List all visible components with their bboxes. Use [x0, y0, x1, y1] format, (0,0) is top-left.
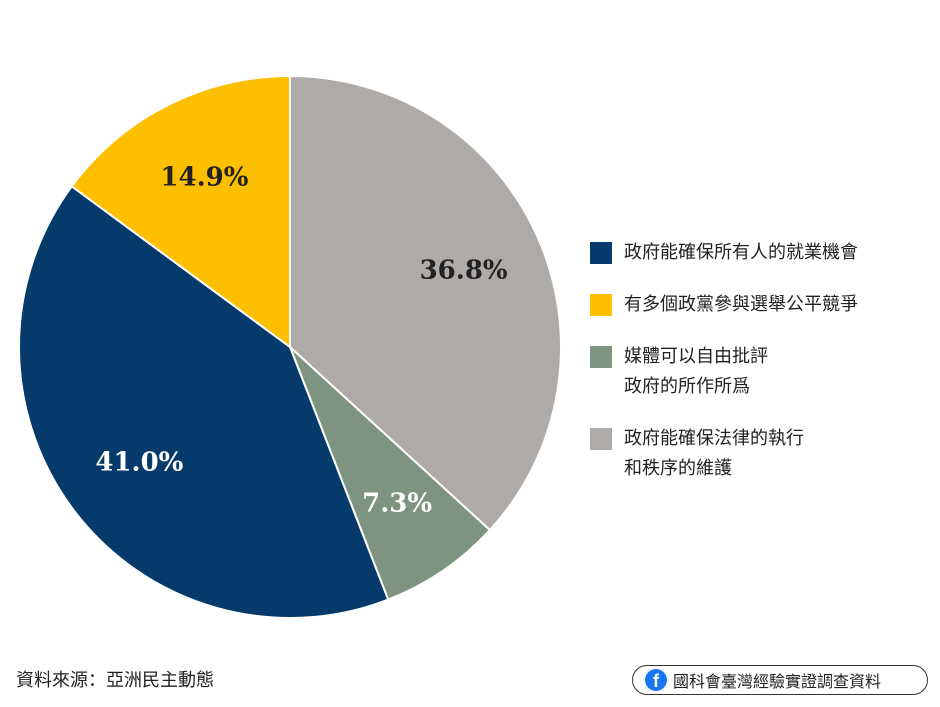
legend-swatch: [590, 346, 612, 368]
legend-item: 政府能確保法律的執行 和秩序的維護: [590, 424, 920, 484]
data-source-badge[interactable]: f 國科會臺灣經驗實證調查資料: [632, 665, 928, 695]
source-note: 資料來源：亞洲民主動態: [16, 670, 214, 691]
legend-item: 有多個政黨參與選舉公平競爭: [590, 290, 920, 320]
legend-label: 政府能確保所有人的就業機會: [624, 242, 858, 263]
pie-slice-2: [18, 184, 390, 619]
legend: 政府能確保所有人的就業機會 有多個政黨參與選舉公平競爭媒體可以自由批評 政府的所作…: [590, 238, 920, 506]
legend-label: 政府能確保法律的執行 和秩序的維護: [624, 428, 804, 479]
pie-slice-3: [70, 74, 291, 349]
legend-label: 媒體可以自由批評 政府的所作所爲: [624, 346, 768, 397]
pie-slice-label-2: 41.0%: [95, 447, 183, 477]
pie-slice-label-3: 14.9%: [160, 163, 248, 193]
legend-item: 政府能確保所有人的就業機會: [590, 238, 920, 268]
pie-labels: 36.8% 7.3% 41.0% 14.9%: [95, 163, 508, 519]
legend-swatch: [590, 294, 612, 316]
pie-slice-1: [289, 346, 492, 601]
legend-swatch: [590, 242, 612, 264]
pie-slices: [18, 74, 562, 619]
legend-item: 媒體可以自由批評 政府的所作所爲: [590, 342, 920, 402]
pie-slice-label-0: 36.8%: [420, 256, 508, 286]
pie-slice-label-1: 7.3%: [362, 489, 432, 519]
badge-text: 國科會臺灣經驗實證調查資料: [673, 672, 882, 691]
legend-label: 有多個政黨參與選舉公平競爭: [624, 294, 858, 315]
legend-swatch: [590, 428, 612, 450]
pie-slice-0: [289, 74, 562, 532]
facebook-icon: f: [645, 669, 667, 691]
